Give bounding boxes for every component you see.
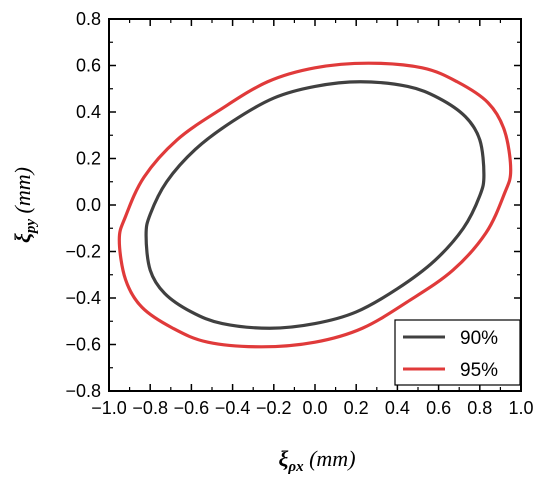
y-tick-label: 0.0 [76, 195, 101, 215]
legend-label-90: 90% [460, 328, 498, 349]
y-tick-label: 0.6 [76, 56, 101, 76]
series-curve-90pct [144, 80, 486, 330]
x-axis-unit: (mm) [309, 446, 355, 471]
x-axis-symbol: ξ [278, 446, 288, 471]
x-tick-label: −0.4 [215, 398, 251, 418]
y-tick-label: 0.4 [76, 102, 101, 122]
series-layer [117, 61, 513, 349]
y-tick-label: −0.2 [65, 242, 101, 262]
labels-layer: −1.0 −0.8 −0.6 −0.4 −0.2 0.0 0.2 0.4 0.6 0.8 1.00.… [65, 9, 533, 418]
x-tick-label: 0.6 [426, 398, 451, 418]
y-axis-symbol: ξ [10, 233, 35, 243]
y-axis-unit: (mm) [10, 167, 35, 213]
x-tick-label: −0.8 [132, 398, 168, 418]
x-tick-label: 0.8 [467, 398, 492, 418]
y-tick-label: −0.8 [65, 381, 101, 401]
x-axis-title: ξρx (mm) [278, 446, 355, 475]
x-tick-label: 1.0 [508, 398, 533, 418]
y-axis-subscript: py [23, 219, 39, 236]
y-tick-label: −0.4 [65, 288, 101, 308]
y-tick-label: 0.2 [76, 149, 101, 169]
x-tick-label: 0.4 [385, 398, 410, 418]
series-curve-95pct [117, 61, 513, 349]
legend-box [394, 319, 521, 386]
y-axis-title: ξpy (mm) [10, 167, 39, 243]
x-tick-label: −0.6 [174, 398, 210, 418]
x-tick-label: −0.2 [256, 398, 292, 418]
y-tick-label: −0.6 [65, 335, 101, 355]
legend: 90% 95% [394, 319, 521, 386]
x-axis-subscript: ρx [287, 459, 304, 475]
x-tick-label: 0.2 [344, 398, 369, 418]
x-tick-label: −1.0 [91, 398, 127, 418]
y-tick-label: 0.8 [76, 9, 101, 29]
x-tick-label: 0.0 [302, 398, 327, 418]
legend-label-95: 95% [460, 360, 498, 381]
